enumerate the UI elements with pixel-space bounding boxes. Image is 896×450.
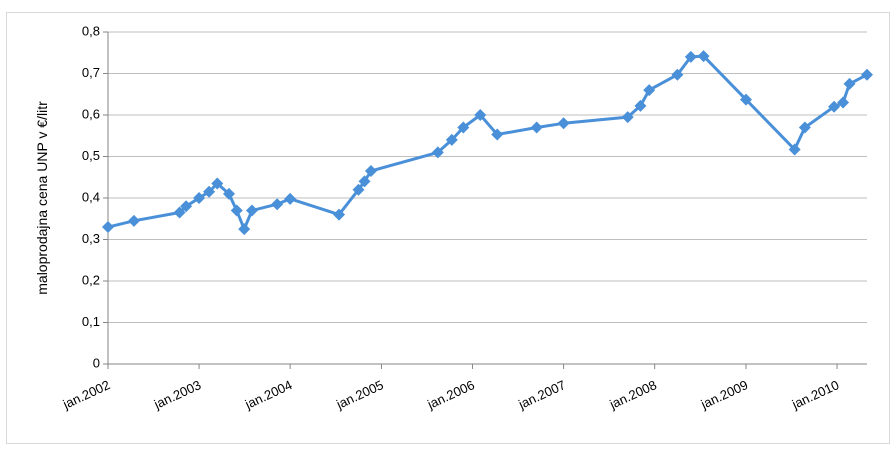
data-point [474, 109, 487, 121]
data-point [671, 68, 684, 81]
data-point [352, 183, 365, 196]
data-point [491, 128, 504, 141]
data-point [245, 204, 258, 217]
data-point [333, 208, 346, 221]
data-point [530, 121, 543, 134]
data-point [621, 111, 634, 124]
data-point [739, 93, 752, 106]
data-point [358, 175, 371, 188]
x-tick-label: jan.2008 [606, 377, 658, 412]
data-point [364, 165, 377, 178]
y-tick-label: 0,3 [82, 231, 100, 246]
y-tick-label: 0,7 [82, 65, 100, 80]
y-tick-label: 0,4 [82, 189, 100, 204]
data-point [843, 77, 856, 90]
data-point [193, 192, 206, 204]
labels: 0 0,1 0,2 0,3 0,4 0,5 0,6 0,7 0,8 jan.2002 jan.200… [60, 23, 842, 412]
data-point [284, 192, 297, 205]
y-tick-label: 0,6 [82, 106, 100, 121]
data-point [271, 198, 284, 211]
data-point [837, 96, 850, 109]
data-point [230, 204, 243, 217]
y-tick-label: 0,8 [82, 23, 100, 38]
axes [103, 31, 867, 369]
grid [108, 31, 867, 323]
x-tick-label: jan.2006 [424, 377, 476, 412]
data-point [127, 214, 140, 227]
y-tick-label: 0,5 [82, 148, 100, 163]
data-point [697, 50, 710, 63]
data-point [223, 187, 236, 200]
data-point [431, 146, 444, 159]
chart-frame: 0 0,1 0,2 0,3 0,4 0,5 0,6 0,7 0,8 jan.2002 jan.200… [6, 12, 890, 444]
data-point [828, 100, 841, 113]
y-tick-label: 0,1 [82, 314, 100, 329]
y-tick-label: 0 [93, 355, 100, 370]
y-tick-label: 0,2 [82, 272, 100, 287]
data-point [211, 177, 224, 190]
data-point [643, 84, 656, 97]
data-point [238, 223, 251, 236]
data-point [634, 99, 647, 112]
data-point [861, 68, 873, 81]
x-tick-label: jan.2005 [333, 377, 385, 412]
x-tick-label: jan.2004 [242, 377, 294, 412]
data-point [557, 117, 570, 130]
data-point [180, 200, 193, 213]
x-tick-label: jan.2009 [698, 377, 750, 412]
series [102, 50, 873, 236]
data-point [798, 121, 811, 134]
y-axis-title: maloprodajna cena UNP v €/litr [34, 101, 50, 295]
data-point [457, 121, 470, 134]
data-point [102, 221, 114, 234]
chart-svg: 0 0,1 0,2 0,3 0,4 0,5 0,6 0,7 0,8 jan.2002 jan.200… [34, 23, 873, 412]
data-point [788, 143, 801, 156]
data-point [684, 50, 697, 63]
x-tick-label: jan.2007 [515, 377, 567, 412]
data-point [203, 185, 216, 198]
data-point [445, 133, 458, 146]
x-tick-label: jan.2003 [151, 377, 203, 412]
x-tick-label: jan.2010 [789, 377, 841, 412]
data-point [173, 206, 186, 219]
series-line [107, 54, 868, 231]
x-tick-label: jan.2002 [60, 377, 112, 412]
